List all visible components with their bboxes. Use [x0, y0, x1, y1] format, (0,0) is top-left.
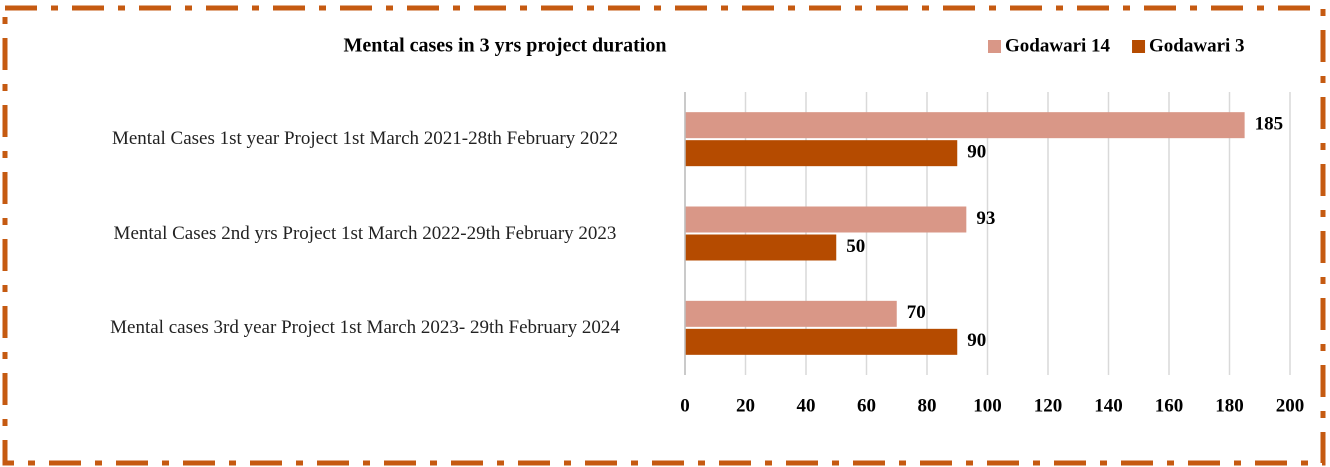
value-label: 93 — [976, 208, 995, 229]
x-tick-label: 160 — [1155, 395, 1184, 416]
x-tick-label: 180 — [1215, 395, 1244, 416]
x-tick-label: 40 — [797, 395, 816, 416]
bar — [685, 300, 897, 327]
value-label: 90 — [967, 330, 986, 351]
x-tick-label: 80 — [918, 395, 937, 416]
bar — [685, 234, 837, 261]
y-tick-label: Mental cases 3rd year Project 1st March … — [110, 316, 620, 338]
bar — [685, 206, 967, 233]
legend-label: Godawari 3 — [1149, 35, 1245, 56]
x-tick-label: 60 — [857, 395, 876, 416]
value-label: 70 — [907, 302, 926, 323]
legend-label: Godawari 14 — [1005, 35, 1111, 56]
legend-swatch — [988, 40, 1001, 53]
x-tick-label: 0 — [680, 395, 690, 416]
chart-title: Mental cases in 3 yrs project duration — [344, 35, 667, 57]
x-tick-label: 100 — [973, 395, 1002, 416]
y-tick-label: Mental Cases 1st year Project 1st March … — [111, 128, 619, 150]
legend-swatch — [1132, 40, 1146, 53]
value-label: 50 — [846, 236, 865, 257]
y-tick-label: Mental Cases 2nd yrs Project 1st March 2… — [113, 222, 617, 244]
x-tick-label: 200 — [1276, 395, 1305, 416]
bar — [685, 112, 1245, 139]
x-tick-label: 120 — [1034, 395, 1063, 416]
bar — [685, 328, 958, 355]
value-label: 90 — [967, 142, 986, 163]
border — [2, 5, 1326, 466]
value-label: 185 — [1255, 114, 1284, 135]
x-tick-label: 20 — [736, 395, 755, 416]
x-tick-label: 140 — [1094, 395, 1123, 416]
bar — [685, 140, 958, 167]
